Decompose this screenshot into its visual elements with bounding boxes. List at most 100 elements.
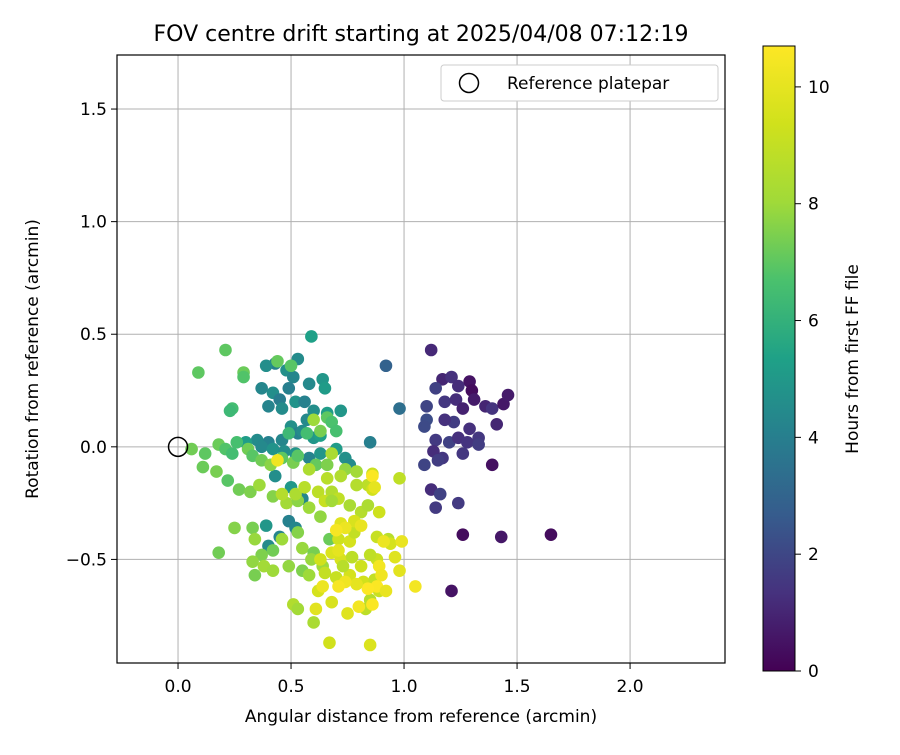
scatter-point [467, 393, 481, 406]
scatter-point [354, 559, 368, 573]
x-axis-label: Angular distance from reference (arcmin) [245, 707, 597, 727]
scatter-point [271, 354, 284, 368]
scatter-point [262, 399, 275, 413]
scatter-point [223, 404, 237, 418]
scatter-point [329, 424, 343, 438]
scatter-point [282, 427, 296, 440]
scatter-point [429, 381, 442, 395]
scatter-point [302, 463, 316, 476]
scatter-point [255, 440, 268, 454]
scatter-point [320, 458, 334, 472]
scatter-point [246, 521, 259, 535]
scatter-point [343, 499, 357, 512]
scatter-point [451, 379, 465, 393]
scatter-point [377, 535, 391, 548]
scatter-point [237, 370, 250, 384]
y-tick-label: 1.0 [80, 213, 107, 233]
scatter-point [289, 395, 302, 409]
scatter-point [345, 550, 359, 564]
scatter-point [302, 568, 316, 582]
scatter-point [314, 510, 327, 523]
scatter-point [302, 501, 316, 514]
scatter-point [352, 600, 366, 614]
scatter-point [379, 359, 393, 373]
scatter-point [244, 485, 257, 499]
colorbar-tick-label: 0 [808, 662, 819, 682]
scatter-point [418, 458, 431, 472]
scatter-point [300, 427, 314, 440]
scatter-point [314, 424, 327, 438]
scatter-point [275, 532, 289, 546]
scatter-point [248, 568, 262, 582]
scatter-point [429, 433, 442, 447]
scatter-point [485, 458, 499, 472]
scatter-point [456, 447, 470, 460]
scatter-point [289, 487, 302, 501]
scatter-point [305, 553, 318, 566]
scatter-point [379, 584, 393, 598]
scatter-point [228, 521, 241, 535]
scatter-point [463, 422, 476, 436]
scatter-point [268, 469, 282, 483]
scatter-point [230, 436, 244, 449]
scatter-point [332, 580, 345, 593]
scatter-point [433, 487, 447, 501]
scatter-point [336, 559, 350, 573]
y-tick-label: 0.5 [80, 325, 107, 345]
scatter-point [259, 359, 273, 373]
colorbar-ticks: 0 2 4 6 8 10 [795, 78, 830, 682]
scatter-point [361, 582, 375, 595]
colorbar-tick-label: 10 [808, 78, 830, 98]
scatter-point [192, 366, 205, 379]
scatter-point [325, 595, 339, 609]
scatter-point [363, 436, 377, 449]
scatter-point [438, 413, 452, 427]
colorbar-gradient [762, 45, 796, 672]
scatter-point [307, 404, 320, 418]
scatter-point [341, 607, 354, 620]
scatter-point [490, 418, 504, 431]
scatter-point [305, 330, 318, 343]
y-tick-label: 0.0 [80, 438, 107, 458]
scatter-point [350, 478, 363, 492]
scatter-point [275, 402, 289, 415]
x-tick-label: 2.0 [617, 677, 644, 697]
scatter-point [361, 499, 375, 512]
x-tick-label: 1.0 [391, 677, 418, 697]
scatter-point [221, 474, 235, 487]
scatter-point [318, 381, 332, 395]
scatter-point [255, 381, 268, 395]
scatter-point [316, 580, 329, 593]
scatter-point [323, 532, 336, 546]
scatter-point [544, 528, 558, 541]
scatter-point [291, 449, 305, 463]
scatter-point [354, 519, 368, 532]
scatter-point [253, 478, 266, 492]
scatter-point [298, 481, 311, 494]
scatter-point [282, 559, 296, 573]
scatter-point [210, 465, 223, 478]
scatter-point [472, 438, 485, 451]
scatter-point [318, 566, 332, 580]
scatter-point [196, 460, 210, 474]
y-axis-label: Rotation from reference (arcmin) [23, 219, 43, 499]
scatter-point [388, 550, 402, 564]
scatter-point [445, 584, 458, 598]
scatter-point [456, 402, 470, 415]
scatter-point [291, 526, 305, 539]
scatter-point [334, 404, 348, 418]
scatter-point [246, 555, 259, 568]
scatter-point [314, 447, 327, 460]
scatter-point [424, 343, 438, 357]
scatter-point [255, 548, 268, 562]
scatter-point [309, 602, 323, 616]
scatter-point [291, 602, 305, 616]
scatter-point [350, 577, 363, 591]
legend-marker [458, 72, 480, 94]
scatter-point [393, 402, 406, 415]
scatter-point [449, 393, 463, 406]
scatter-point [366, 598, 379, 611]
scatter-point [185, 442, 198, 456]
y-tick-label: 1.5 [80, 100, 107, 120]
colorbar-label: Hours from first FF file [843, 264, 863, 454]
